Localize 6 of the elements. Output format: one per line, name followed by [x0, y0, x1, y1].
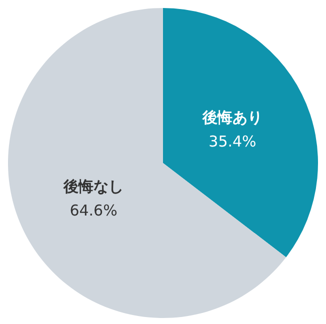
slice-label: 後悔あり: [201, 108, 262, 127]
data-label: 35.4%: [208, 132, 256, 151]
pie-slice: [163, 8, 318, 258]
slice-label: 後悔なし: [62, 177, 124, 196]
data-label: 64.6%: [70, 201, 118, 220]
pie-slice: [8, 8, 286, 318]
